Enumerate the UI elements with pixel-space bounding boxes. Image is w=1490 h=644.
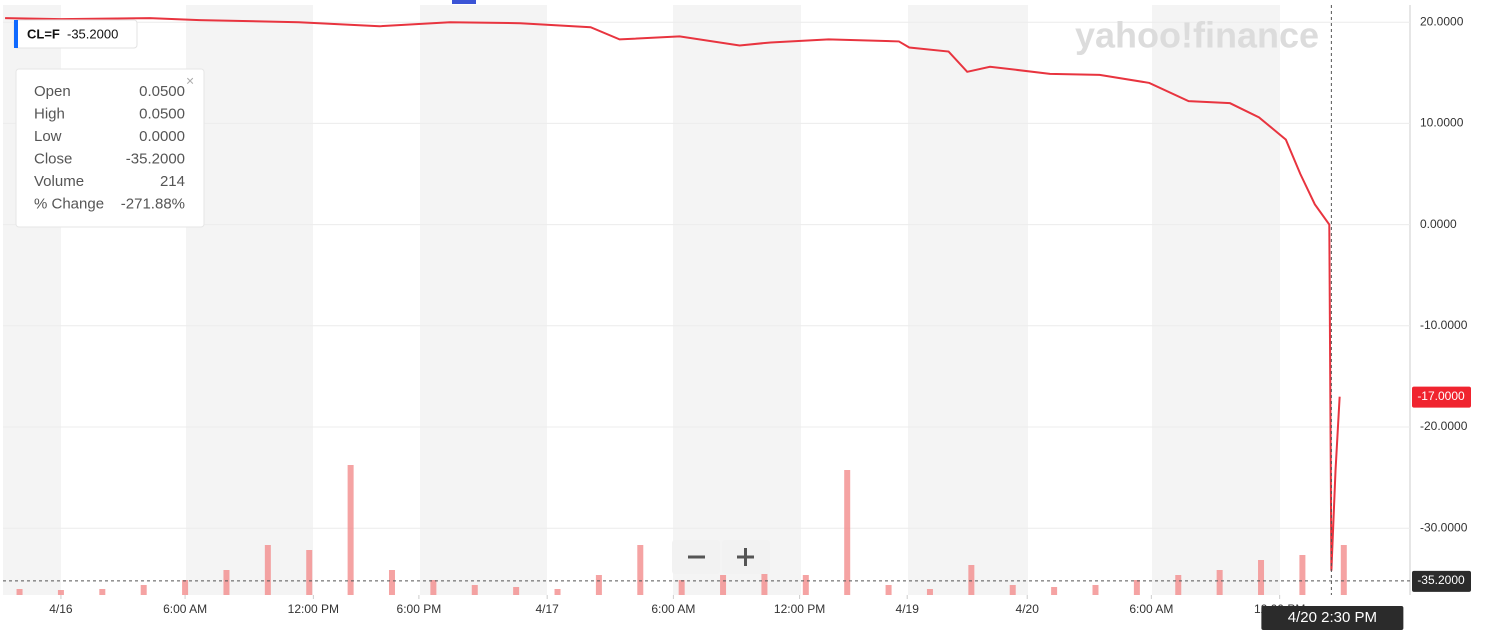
volume-bar [182,580,189,595]
volume-bar [926,589,933,595]
volume-bar [140,585,147,595]
plot: -35.2000 -17.0000 4/20 2:30 PM [3,5,1471,630]
volume-bar [223,570,230,595]
x-tick-label: 6:00 PM [397,602,442,616]
last-price-label: -17.0000 [1417,389,1465,403]
volume-bar [1133,580,1140,595]
volume-bar [1216,570,1223,595]
tooltip-label: Low [34,128,62,145]
y-tick-label: 10.0000 [1420,116,1464,130]
volume-bar [885,585,892,595]
tooltip-label: Close [34,150,72,167]
zoom-controls[interactable] [672,540,770,574]
volume-bars [16,465,1347,595]
volume-bar [57,590,64,595]
scroll-marker [452,0,476,4]
tooltip-value: 0.0500 [139,83,185,100]
x-tick-label: 12:00 PM [774,602,825,616]
volume-bar [968,565,975,595]
watermark: yahoo!finance [1075,15,1319,56]
volume-bar [430,580,437,595]
grid: 20.0000 10.0000 0.0000 -10.0000 -20.0000 -30.… [3,14,1468,616]
crosshair-y-label-box [1412,570,1471,592]
x-tick-label: 6:00 AM [651,602,695,616]
tooltip-value: -35.2000 [126,150,185,167]
volume-bar [720,575,727,595]
volume-bar [1340,545,1347,595]
y-tick-label: -30.0000 [1420,520,1468,534]
volume-bar [388,570,395,595]
x-tick-label: 4/19 [896,602,920,616]
volume-bar [1258,560,1265,595]
tooltip: × Open 0.0500 High 0.0500 Low 0.0000 Close -35.… [15,68,205,228]
volume-bar [595,575,602,595]
volume-bar [471,585,478,595]
session-bands [3,5,1280,595]
y-tick-label: -10.0000 [1420,318,1468,332]
volume-bar [802,575,809,595]
volume-bar [637,545,644,595]
volume-bar [844,470,851,595]
crosshair-x-label-box [1261,606,1404,630]
volume-bar [513,587,520,595]
ticker-price: -35.2000 [67,26,118,41]
tooltip-value: 0.0000 [139,128,185,145]
x-tick-label: 4/16 [49,602,73,616]
tooltip-label: Open [34,83,71,100]
volume-bar [1299,555,1306,595]
volume-bar [1175,575,1182,595]
tooltip-value: 0.0500 [139,105,185,122]
tooltip-value: 214 [160,173,185,190]
volume-bar [1051,587,1058,595]
volume-bar [678,580,685,595]
volume-bar [16,589,23,595]
x-tick-label: 4/20 [1016,602,1040,616]
ticker-symbol: CL=F [27,26,60,41]
tooltip-label: Volume [34,173,84,190]
volume-bar [99,589,106,595]
y-tick-label: 0.0000 [1420,217,1457,231]
volume-bar [306,550,313,595]
x-tick-label: 4/17 [535,602,559,616]
y-tick-label: -20.0000 [1420,419,1468,433]
volume-bar [1009,585,1016,595]
volume-bar [554,589,561,595]
volume-bar [264,545,271,595]
volume-bar [347,465,354,595]
tooltip-label: High [34,105,65,122]
x-tick-label: 6:00 AM [163,602,207,616]
volume-bar [1092,585,1099,595]
tooltip-close[interactable]: × [186,73,194,89]
volume-bar [761,570,768,595]
tooltip-label: % Change [34,195,104,212]
crosshair-x-label: 4/20 2:30 PM [1288,609,1377,626]
crosshair-y-label: -35.2000 [1417,573,1465,587]
y-tick-label: 20.0000 [1420,14,1464,28]
x-tick-label: 6:00 AM [1129,602,1173,616]
last-price-box [1412,386,1471,408]
x-tick-label: 12:00 PM [288,602,339,616]
price-line [5,17,1341,571]
ticker-badge: CL=F -35.2000 [13,19,138,49]
tooltip-value: -271.88% [121,195,185,212]
